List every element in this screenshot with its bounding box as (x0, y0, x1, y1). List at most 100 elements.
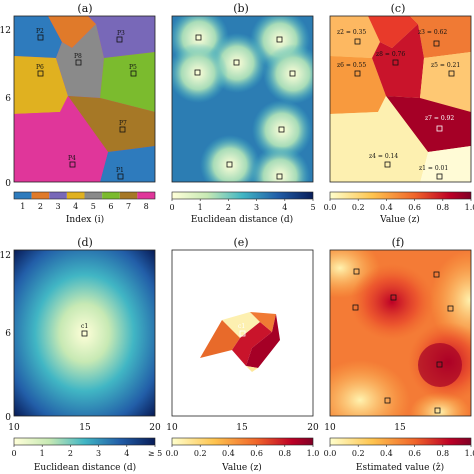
x-tick: 15 (79, 423, 91, 433)
panel-b-plot (171, 15, 314, 183)
value-label: z5 = 0.21 (431, 62, 460, 69)
colorbar-d (13, 437, 156, 446)
colorbar-a: 1 2 3 4 5 6 7 8 (13, 191, 156, 211)
colorbar-tick: 0 (11, 449, 16, 458)
x-tick: 20 (149, 423, 161, 433)
colorbar-e (171, 437, 314, 446)
center-label: c1 (81, 323, 88, 330)
colorbar-tick: 3 (56, 202, 61, 211)
site-label: P1 (116, 167, 124, 174)
colorbar-d-label: Euclidean distance (d) (34, 462, 136, 473)
site-marker (119, 126, 126, 133)
cell-red-center (232, 322, 272, 366)
colorbar-tick: 3 (254, 203, 259, 212)
colorbar-tick: 0.0 (324, 203, 337, 212)
cell-pale-top (222, 312, 260, 338)
site-marker (434, 407, 441, 414)
panel-e-plot: c1 (171, 249, 314, 417)
value-label: z1 = 0.01 (419, 165, 448, 172)
site-marker (384, 397, 391, 404)
site-label: P7 (119, 120, 127, 127)
colorbar-tick: 0 (169, 203, 174, 212)
colorbar-swatch (66, 192, 85, 199)
colorbar-tick: 2 (226, 203, 231, 212)
panel-d-plot: c1 (13, 249, 156, 417)
y-tick: 6 (5, 94, 11, 104)
site-marker (352, 304, 359, 311)
colorbar-tick: 0.2 (194, 449, 207, 458)
colorbar-tick: 1 (20, 202, 25, 211)
panel-label-e: (e) (233, 236, 248, 249)
site-label: P6 (36, 64, 44, 71)
cell-orange-right (250, 312, 276, 332)
site-marker (433, 40, 440, 47)
panel-c-sites: z2 = 0.35 z3 = 0.62 z8 = 0.76 z6 = 0.55 … (337, 29, 460, 180)
site-marker (289, 70, 296, 77)
colorbar-tick: 0.0 (166, 449, 179, 458)
x-tick: 10 (166, 423, 178, 433)
site-marker (384, 161, 391, 168)
panel-f-sites (352, 268, 454, 414)
site-marker (195, 34, 202, 41)
site-marker (436, 125, 443, 132)
site-label: P5 (129, 64, 137, 71)
y-tick: 0 (5, 179, 11, 189)
y-tick: 0 (5, 413, 11, 423)
site-marker (276, 36, 283, 43)
colorbar-tick: 7 (126, 202, 131, 211)
y-tick: 6 (5, 329, 11, 339)
colorbar-tick: 1 (198, 203, 203, 212)
site-marker (37, 34, 44, 41)
colorbar-swatch (31, 192, 50, 199)
site-marker (37, 70, 44, 77)
value-label: z2 = 0.35 (337, 29, 366, 36)
site-marker (436, 173, 443, 180)
colorbar-tick: 5 (91, 202, 96, 211)
center-label: c1 (238, 323, 245, 330)
site-marker (390, 294, 397, 301)
site-marker (116, 36, 123, 43)
colorbar-f (329, 437, 472, 446)
site-marker (353, 268, 360, 275)
site-marker (276, 173, 283, 180)
value-label: z6 = 0.55 (337, 62, 366, 69)
colorbar-c (329, 191, 472, 200)
colorbar-tick: 2 (68, 449, 73, 458)
colorbar-tick: 8 (144, 202, 149, 211)
y-tick: 12 (0, 251, 11, 261)
panel-label-f: (f) (392, 236, 405, 249)
colorbar-tick: 0.8 (436, 203, 449, 212)
colorbar-swatch (84, 192, 103, 199)
site-label: P8 (74, 53, 82, 60)
x-tick: 15 (394, 423, 406, 433)
site-marker (75, 59, 82, 66)
colorbar-swatch (102, 192, 120, 199)
site-marker (354, 38, 361, 45)
site-marker (117, 173, 124, 180)
cell-pale-bottom (246, 366, 258, 372)
x-tick: 15 (236, 423, 248, 433)
colorbar-tick: 1.0 (465, 203, 474, 212)
cell-darkred (246, 314, 280, 368)
colorbar-swatch (14, 192, 32, 199)
colorbar-tick: 3 (96, 449, 101, 458)
colorbar-tick: 0.6 (250, 449, 263, 458)
colorbar-tick: 0.6 (408, 203, 421, 212)
site-marker (448, 70, 455, 77)
panel-label-a: (a) (77, 2, 92, 15)
colorbar-tick: 0.2 (352, 203, 365, 212)
site-marker (436, 361, 443, 368)
value-label: z7 = 0.92 (425, 115, 454, 122)
colorbar-tick: 0.8 (436, 449, 449, 458)
colorbar-tick: 5 (310, 203, 315, 212)
center-marker (239, 330, 246, 337)
center-marker (81, 330, 88, 337)
x-tick: 20 (307, 423, 319, 433)
site-marker (226, 161, 233, 168)
site-marker (130, 70, 137, 77)
panel-label-c: (c) (391, 2, 406, 15)
panel-c-plot (329, 15, 472, 183)
colorbar-swatch (137, 192, 155, 199)
colorbar-tick: 2 (38, 202, 43, 211)
